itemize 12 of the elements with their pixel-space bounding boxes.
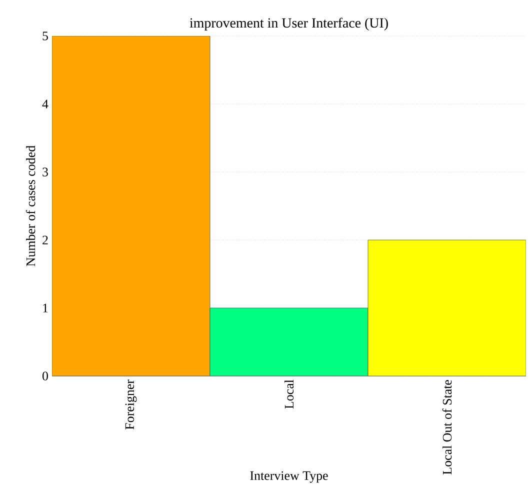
x-tick-label: Local Out of State [442,380,452,474]
y-axis-title: Number of cases coded [26,146,36,266]
y-tick-label: 1 [43,304,48,312]
y-tick-label: 2 [42,236,48,244]
y-tick-label: 4 [42,100,48,108]
chart-title: improvement in User Interface (UI) [190,18,388,30]
y-tick-label: 0 [42,372,48,380]
x-axis-title: Interview Type [250,471,328,483]
x-tick-label: Foreigner [125,380,137,430]
y-tick-label: 5 [42,32,48,40]
y-tick-label: 3 [42,168,48,176]
x-tick-label: Local [284,380,294,409]
